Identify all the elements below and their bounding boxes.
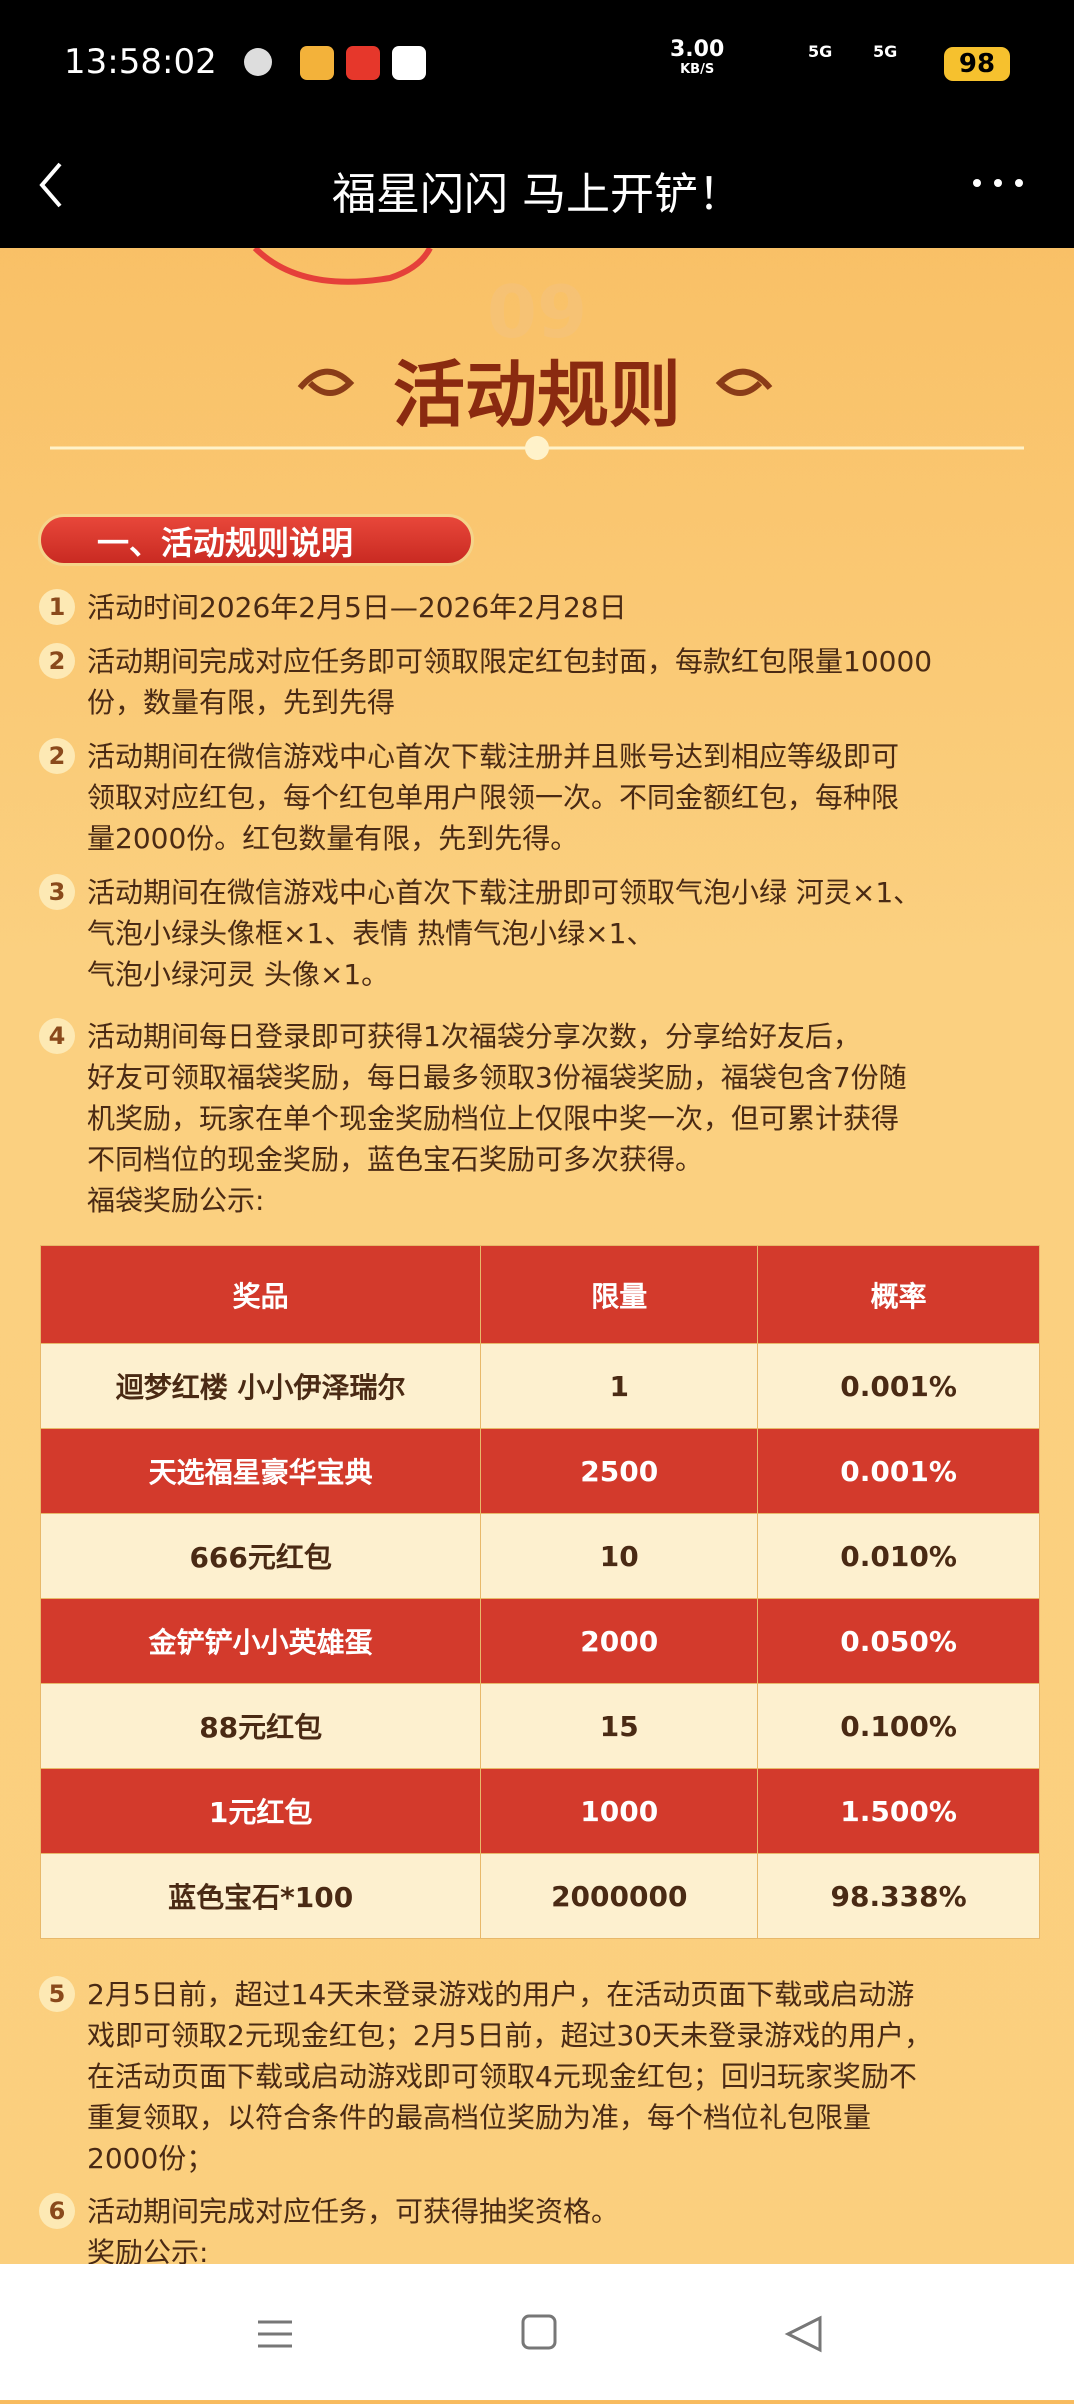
table-row: 金铲铲小小英雄蛋 2000 0.050% bbox=[39, 1598, 1040, 1684]
rule-line: 领取对应红包，每个红包单用户限领一次。不同金额红包，每种限 bbox=[87, 781, 900, 814]
rule-line: 机奖励，玩家在单个现金奖励档位上仅限中奖一次，但可累计获得 bbox=[87, 1102, 900, 1135]
header-cell: 奖品 bbox=[39, 1245, 482, 1344]
header-cell: 限量 bbox=[480, 1245, 759, 1344]
heading: 活动规则 bbox=[392, 353, 681, 437]
table-cell: 88元红包 bbox=[39, 1683, 482, 1769]
rule-line: 不同档位的现金奖励，蓝色宝石奖励可多次获得。 bbox=[87, 1143, 704, 1176]
table-cell: 2000000 bbox=[480, 1853, 759, 1939]
rule-line: 活动期间在微信游戏中心首次下载注册并且账号达到相应等级即可 bbox=[87, 740, 900, 773]
table-cell: 0.010% bbox=[757, 1513, 1040, 1599]
rule-line: 活动期间在微信游戏中心首次下载注册即可领取气泡小绿 河灵×1、 bbox=[87, 876, 922, 909]
table-cell: 0.001% bbox=[757, 1343, 1040, 1429]
rule-line: 奖励公示: bbox=[87, 2236, 209, 2269]
back-key[interactable] bbox=[784, 2315, 822, 2353]
rule-line: 活动时间2026年2月5日—2026年2月28日 bbox=[87, 591, 627, 624]
faded-number: 09 bbox=[486, 270, 588, 354]
table-row: 666元红包 10 0.010% bbox=[39, 1513, 1040, 1599]
rule-line: 戏即可领取2元现金红包；2月5日前，超过30天未登录游戏的用户， bbox=[87, 2019, 933, 2052]
rule-number: 3 bbox=[39, 874, 75, 910]
top-bar: 13:58:02 3.00 KB/S 5G 5G 98 福星闪闪 马上开铲！ bbox=[0, 0, 1074, 248]
table-row: 88元红包 15 0.100% bbox=[39, 1683, 1040, 1769]
rule-number: 5 bbox=[39, 1976, 75, 2012]
table-cell: 666元红包 bbox=[39, 1513, 482, 1599]
rule-line: 气泡小绿河灵 头像×1。 bbox=[87, 958, 390, 991]
table-cell: 1元红包 bbox=[39, 1768, 482, 1854]
table-cell: 金铲铲小小英雄蛋 bbox=[39, 1598, 482, 1684]
rule-number: 4 bbox=[39, 1018, 75, 1054]
table-cell: 1 bbox=[480, 1343, 759, 1429]
net1: 5G bbox=[808, 42, 833, 61]
table-cell: 2000 bbox=[480, 1598, 759, 1684]
rule-line: 在活动页面下载或启动游戏即可领取4元现金红包；回归玩家奖励不 bbox=[87, 2060, 917, 2093]
rule-line: 活动期间完成对应任务，可获得抽奖资格。 bbox=[87, 2195, 620, 2228]
app-icons bbox=[244, 46, 426, 80]
table-row: 迴梦红楼 小小伊泽瑞尔 1 0.001% bbox=[39, 1343, 1040, 1429]
nav-buttons bbox=[258, 2314, 822, 2353]
home-key[interactable] bbox=[521, 2314, 557, 2350]
table-cell: 15 bbox=[480, 1683, 759, 1769]
table-cell: 迴梦红楼 小小伊泽瑞尔 bbox=[39, 1343, 482, 1429]
rule-line: 重复领取，以符合条件的最高档位奖励为准，每个档位礼包限量 bbox=[87, 2101, 872, 2134]
net2: 5G bbox=[873, 42, 898, 61]
rule-number: 1 bbox=[39, 589, 75, 625]
table-cell: 10 bbox=[480, 1513, 759, 1599]
table-row: 天选福星豪华宝典 2500 0.001% bbox=[39, 1428, 1040, 1514]
table-cell: 蓝色宝石*100 bbox=[39, 1853, 482, 1939]
rule-line: 福袋奖励公示: bbox=[87, 1184, 265, 1217]
system-nav bbox=[0, 2264, 1074, 2400]
nav-title: 福星闪闪 马上开铲！ bbox=[332, 169, 742, 220]
rule-line: 活动期间完成对应任务即可领取限定红包封面，每款红包限量10000 bbox=[87, 645, 933, 678]
rule-line: 2月5日前，超过14天未登录游戏的用户，在活动页面下载或启动游 bbox=[87, 1978, 915, 2011]
section-title: 一、活动规则说明 bbox=[38, 514, 474, 566]
menu-button[interactable] bbox=[970, 176, 1026, 190]
rule-number: 2 bbox=[39, 643, 75, 679]
table-cell: 2500 bbox=[480, 1428, 759, 1514]
table-cell: 天选福星豪华宝典 bbox=[39, 1428, 482, 1514]
back-button[interactable] bbox=[36, 160, 66, 210]
table-row: 1元红包 1000 1.500% bbox=[39, 1768, 1040, 1854]
table-cell: 98.338% bbox=[757, 1853, 1040, 1939]
rule-line: 活动期间每日登录即可获得1次福袋分享次数，分享给好友后， bbox=[87, 1020, 861, 1053]
battery: 98 bbox=[944, 47, 1010, 81]
table-cell: 1000 bbox=[480, 1768, 759, 1854]
table-row: 蓝色宝石*100 2000000 98.338% bbox=[39, 1853, 1040, 1939]
time: 13:58:02 bbox=[64, 42, 217, 82]
rule-line: 好友可领取福袋奖励，每日最多领取3份福袋奖励，福袋包含7份随 bbox=[87, 1061, 907, 1094]
net-speed: 3.00 KB/S bbox=[670, 37, 725, 80]
rule-line: 量2000份。红包数量有限，先到先得。 bbox=[87, 822, 579, 855]
rule-line: 气泡小绿头像框×1、表情 热情气泡小绿×1、 bbox=[87, 917, 655, 950]
speed-unit: KB/S bbox=[680, 62, 715, 77]
table-cell: 0.100% bbox=[757, 1683, 1040, 1769]
table-cell: 0.050% bbox=[757, 1598, 1040, 1684]
table-cell: 0.001% bbox=[757, 1428, 1040, 1514]
rule-line: 2000份； bbox=[87, 2142, 215, 2175]
speed: 3.00 bbox=[670, 37, 725, 62]
prize-table: 奖品 限量 概率 迴梦红楼 小小伊泽瑞尔 1 0.001% 天选福星豪华宝典 2500 0.00… bbox=[39, 1245, 1040, 1939]
menu-key[interactable] bbox=[258, 2320, 292, 2348]
table-cell: 1.500% bbox=[757, 1768, 1040, 1854]
header-row: 奖品 限量 概率 bbox=[39, 1245, 1040, 1344]
decor bbox=[50, 248, 1024, 460]
header-cell: 概率 bbox=[757, 1245, 1040, 1344]
rule-number: 2 bbox=[39, 738, 75, 774]
rule-line: 份，数量有限，先到先得 bbox=[87, 686, 396, 719]
rule-number: 6 bbox=[39, 2193, 75, 2229]
